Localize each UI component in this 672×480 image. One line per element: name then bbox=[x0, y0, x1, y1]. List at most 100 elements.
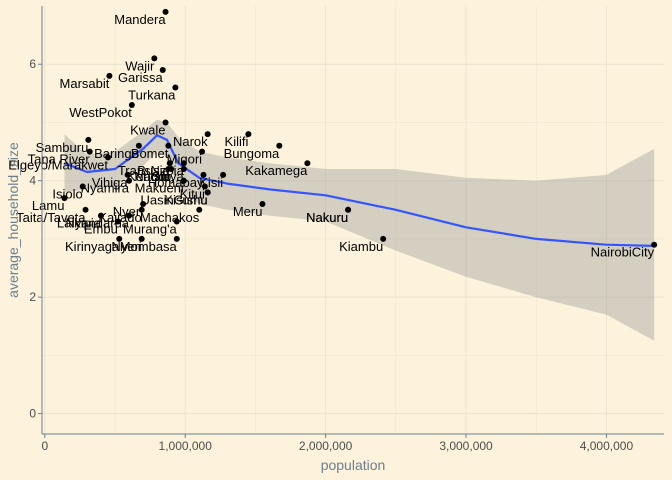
data-point bbox=[114, 218, 121, 225]
point-label: NairobiCity bbox=[591, 245, 655, 260]
point-label: Migori bbox=[167, 152, 203, 167]
point-label: WestPokot bbox=[69, 105, 132, 120]
data-point bbox=[204, 189, 211, 196]
point-label: Embu bbox=[84, 221, 118, 236]
data-point bbox=[345, 206, 352, 213]
data-point bbox=[128, 101, 135, 108]
confidence-ribbon-layer bbox=[64, 119, 655, 341]
data-point bbox=[151, 55, 158, 62]
data-point bbox=[116, 235, 123, 242]
point-label: Nyeri bbox=[111, 239, 141, 254]
point-label: Tana River bbox=[28, 152, 91, 167]
y-tick-label: 2 bbox=[29, 290, 36, 304]
data-point bbox=[220, 171, 227, 178]
data-point bbox=[259, 200, 266, 207]
data-point bbox=[138, 206, 145, 213]
y-tick-label: 0 bbox=[29, 407, 36, 421]
point-label: Mandera bbox=[114, 12, 166, 27]
point-label: Garissa bbox=[118, 70, 164, 85]
data-point bbox=[138, 235, 145, 242]
point-label: Nandi bbox=[134, 169, 168, 184]
point-label: Nakuru bbox=[306, 210, 348, 225]
point-label: Meru bbox=[233, 204, 263, 219]
point-label: UasinGishu bbox=[140, 192, 207, 207]
data-point bbox=[173, 235, 180, 242]
data-point bbox=[204, 131, 211, 138]
point-label: Mombasa bbox=[120, 239, 178, 254]
data-point bbox=[166, 160, 173, 167]
point-label: Machakos bbox=[140, 210, 200, 225]
y-tick-label: 6 bbox=[29, 57, 36, 71]
data-point bbox=[86, 148, 93, 155]
point-label: TransNzoia bbox=[118, 163, 185, 178]
x-tick-label: 3,000,000 bbox=[439, 439, 493, 453]
smooth-line-layer bbox=[64, 134, 655, 247]
x-tick-label: 0 bbox=[41, 439, 48, 453]
data-point bbox=[162, 8, 169, 15]
point-label: Narok bbox=[173, 134, 208, 149]
data-point bbox=[196, 206, 203, 213]
data-point bbox=[135, 142, 142, 149]
point-label: Kisii bbox=[199, 175, 223, 190]
point-label: Kajiado bbox=[98, 210, 141, 225]
smooth-line bbox=[64, 134, 655, 247]
point-label: Kirinyaga bbox=[65, 239, 120, 254]
point-label: Kitui bbox=[180, 187, 205, 202]
data-point bbox=[126, 177, 133, 184]
point-label: Kakamega bbox=[245, 163, 308, 178]
data-point bbox=[180, 177, 187, 184]
point-label: Samburu bbox=[36, 140, 89, 155]
axes bbox=[41, 6, 664, 435]
data-point bbox=[165, 166, 172, 173]
point-label: Nyandarua bbox=[65, 216, 129, 231]
point-label: Wajir bbox=[125, 58, 155, 73]
point-label: Bomet bbox=[131, 146, 169, 161]
data-point bbox=[85, 136, 92, 143]
point-label: Laikipia bbox=[57, 216, 102, 231]
data-point bbox=[276, 142, 283, 149]
point-label: Kericho bbox=[127, 169, 171, 184]
data-point bbox=[104, 154, 111, 161]
x-tick-label: 2,000,000 bbox=[299, 439, 353, 453]
point-label: Kisumu bbox=[164, 192, 207, 207]
data-point bbox=[245, 131, 252, 138]
data-point bbox=[140, 200, 147, 207]
data-point bbox=[651, 241, 658, 248]
point-label: Marsabit bbox=[60, 76, 110, 91]
point-label: Busia bbox=[137, 163, 170, 178]
point-label: Bungoma bbox=[224, 146, 280, 161]
x-tick-label: 4,000,000 bbox=[580, 439, 634, 453]
data-point bbox=[79, 183, 86, 190]
point-label: Nakuru bbox=[306, 210, 348, 225]
point-label: Kiambu bbox=[339, 239, 383, 254]
data-point bbox=[173, 218, 180, 225]
y-axis-title: average_household_size bbox=[5, 142, 21, 298]
point-label: Homabay bbox=[148, 175, 204, 190]
data-point bbox=[180, 166, 187, 173]
point-label: Turkana bbox=[128, 88, 176, 103]
point-label: Kwale bbox=[130, 122, 165, 137]
tick-labels: 0 1,000,000 2,000,000 3,000,000 4,000,000 0 2 4… bbox=[29, 57, 633, 453]
data-point bbox=[304, 160, 311, 167]
point-label: Makueni bbox=[135, 181, 184, 196]
data-point bbox=[162, 119, 169, 126]
data-point bbox=[200, 171, 207, 178]
point-label: Murang'a bbox=[123, 221, 178, 236]
point-label: Nyeri bbox=[113, 204, 143, 219]
point-label: Elgeyo/Marakwet bbox=[8, 157, 108, 172]
data-point bbox=[180, 160, 187, 167]
data-point bbox=[82, 206, 89, 213]
y-tick-label: 4 bbox=[29, 174, 36, 188]
data-point bbox=[165, 142, 172, 149]
point-label: Taita/Taveta bbox=[16, 210, 86, 225]
data-point bbox=[172, 84, 179, 91]
data-point bbox=[106, 72, 113, 79]
data-point bbox=[61, 195, 68, 202]
point-label: Lamu bbox=[32, 198, 65, 213]
point-label: Nyamira bbox=[81, 181, 130, 196]
point-label: Siaya bbox=[151, 169, 184, 184]
point-label: Isiolo bbox=[52, 187, 82, 202]
grid-lines bbox=[42, 6, 664, 434]
